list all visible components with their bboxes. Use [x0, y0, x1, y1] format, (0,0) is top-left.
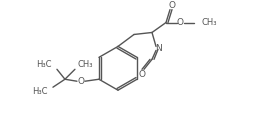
- Text: CH₃: CH₃: [78, 60, 94, 69]
- Text: N: N: [156, 44, 162, 53]
- Text: CH₃: CH₃: [202, 18, 217, 27]
- Text: O: O: [78, 77, 84, 86]
- Text: H₃C: H₃C: [32, 87, 48, 96]
- Text: O: O: [139, 70, 145, 79]
- Text: O: O: [168, 1, 176, 10]
- Text: O: O: [177, 18, 183, 27]
- Text: H₃C: H₃C: [36, 60, 52, 69]
